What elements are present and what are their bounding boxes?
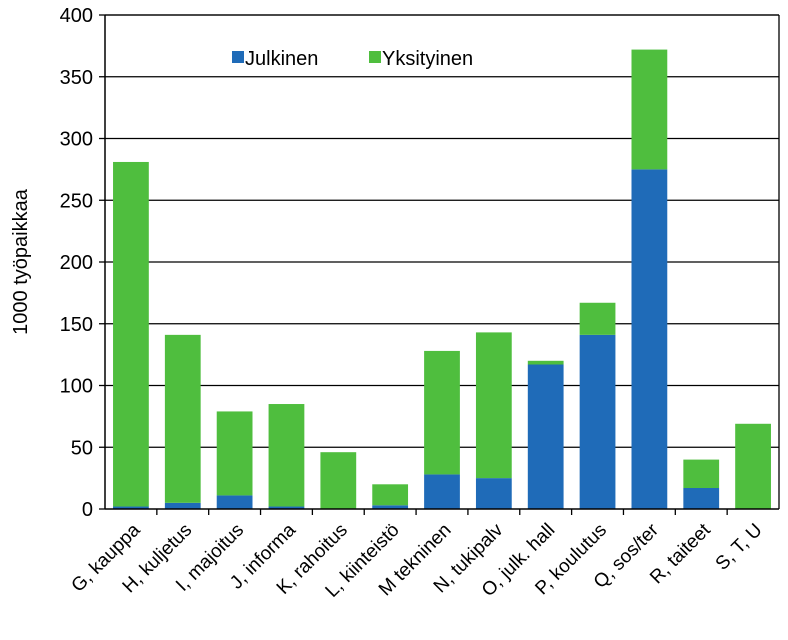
y-tick-label: 0 (82, 499, 93, 521)
bar-yksityinen-4 (268, 404, 305, 507)
legend-item-background (229, 45, 339, 67)
bar-julkinen-1 (113, 506, 149, 509)
bar-yksityinen-5 (320, 452, 357, 509)
grid-layer (105, 14, 779, 448)
y-tick-label: 100 (60, 376, 93, 398)
bar-yksityinen-1 (113, 161, 149, 507)
bar-julkinen-2 (164, 502, 201, 509)
bar-yksityinen-8 (475, 332, 512, 479)
bar-julkinen-8 (475, 478, 512, 509)
x-category-label: S, T, U (712, 520, 767, 575)
y-tick-label: 400 (60, 5, 93, 27)
y-tick-label: 350 (60, 67, 93, 89)
bar-julkinen-6 (372, 505, 409, 509)
bars-layer (113, 49, 771, 509)
bar-julkinen-9 (527, 364, 564, 509)
y-tick-label: 250 (60, 190, 93, 212)
y-tick-label: 300 (60, 129, 93, 151)
bar-yksityinen-7 (424, 350, 460, 475)
legend-label-yksityinen: Yksityinen (382, 48, 473, 70)
legend-swatch-julkinen (232, 51, 244, 63)
axes-layer (99, 14, 780, 515)
bar-yksityinen-12 (683, 459, 720, 489)
bar-yksityinen-11 (631, 49, 668, 170)
legend-swatch-yksityinen (369, 51, 381, 63)
legend-item-background (366, 45, 506, 67)
y-axis-title: 1000 työpaikkaa (10, 188, 32, 335)
bar-julkinen-10 (579, 334, 616, 509)
legend-label-julkinen: Julkinen (245, 48, 318, 70)
bar-julkinen-12 (683, 488, 720, 509)
legend: Julkinen Yksityinen (229, 45, 506, 70)
y-tick-label: 200 (60, 252, 93, 274)
bar-julkinen-3 (216, 495, 253, 509)
bar-yksityinen-3 (216, 411, 253, 496)
bar-julkinen-4 (268, 506, 305, 509)
bar-yksityinen-2 (164, 334, 201, 503)
bar-yksityinen-9 (527, 360, 564, 365)
bar-julkinen-11 (631, 169, 668, 509)
bar-yksityinen-6 (372, 484, 409, 506)
y-tick-label: 50 (71, 437, 93, 459)
y-tick-label: 150 (60, 314, 93, 336)
bar-yksityinen-10 (579, 302, 616, 335)
bar-julkinen-7 (424, 474, 460, 509)
bar-yksityinen-13 (735, 423, 771, 509)
